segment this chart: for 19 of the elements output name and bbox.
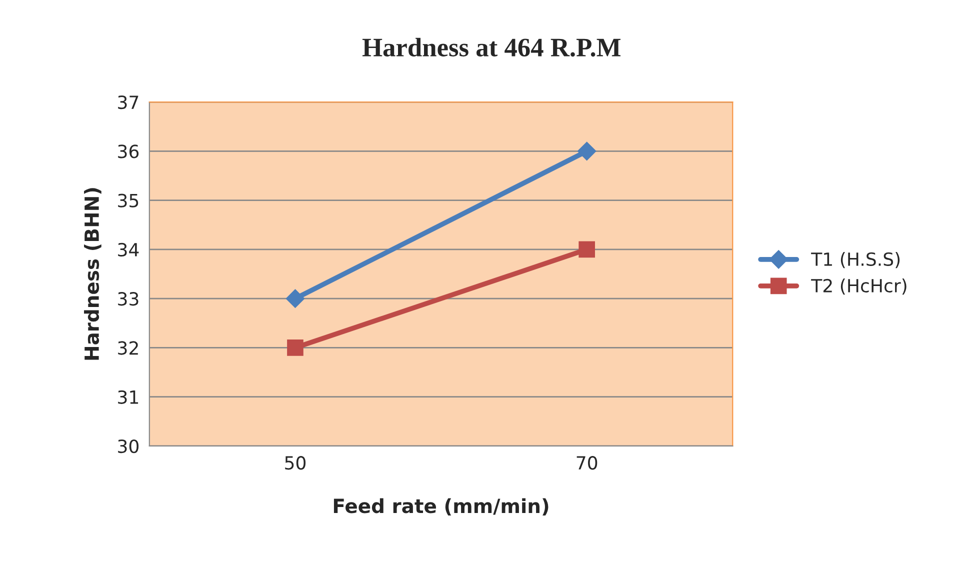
point	[578, 241, 595, 258]
y-tick-label: 31	[118, 390, 138, 404]
legend-label: T1 (H.S.S)	[811, 252, 900, 268]
y-axis-title: Hardness (BHN)	[84, 188, 102, 360]
x-axis-title: Feed rate (mm/min)	[334, 498, 548, 516]
point	[577, 142, 596, 161]
y-tick-label: 37	[118, 95, 138, 110]
x-tick-label: 70	[576, 456, 598, 470]
chart-title: Hardness at 464 R.P.M	[362, 38, 621, 57]
point	[286, 289, 305, 308]
y-tick-label: 36	[118, 144, 139, 158]
legend-label: T2 (HcHcr)	[811, 278, 906, 295]
y-tick-label: 34	[118, 242, 139, 257]
x-tick-label: 50	[285, 456, 306, 470]
y-tick-label: 32	[118, 341, 138, 355]
y-tick-label: 35	[118, 194, 138, 208]
y-tick-label: 33	[118, 292, 138, 306]
point	[287, 340, 304, 356]
y-tick-label: 30	[118, 439, 138, 454]
